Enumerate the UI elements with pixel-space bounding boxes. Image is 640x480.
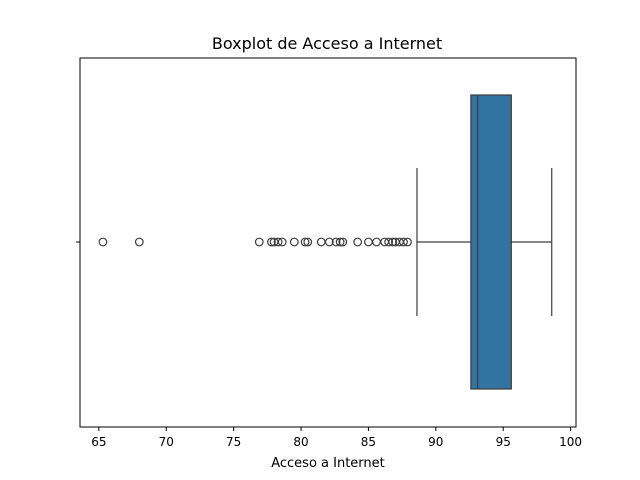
outlier-point xyxy=(372,237,381,247)
outlier-point xyxy=(134,237,144,247)
x-tick-label: 70 xyxy=(159,435,174,449)
x-axis: 65 70 75 80 85 90 95 100 xyxy=(91,427,582,449)
outlier-point xyxy=(388,237,398,247)
x-tick-label: 95 xyxy=(496,435,511,449)
chart-title: Boxplot de Acceso a Internet xyxy=(212,34,442,53)
chart-marks xyxy=(98,94,553,390)
x-tick-label: 65 xyxy=(91,435,106,449)
outlier-point xyxy=(316,237,326,247)
x-axis-label: Acceso a Internet xyxy=(271,456,385,471)
outlier-point xyxy=(266,237,276,247)
outlier-point xyxy=(335,237,345,247)
x-tick-label: 85 xyxy=(361,435,376,449)
outlier-point xyxy=(324,237,334,247)
outlier-point xyxy=(331,237,341,247)
outlier-point xyxy=(303,237,313,247)
outlier-point xyxy=(277,237,287,247)
outlier-point xyxy=(364,237,373,247)
x-tick-label: 90 xyxy=(428,435,443,449)
outlier-point xyxy=(98,237,108,247)
x-tick-label: 80 xyxy=(293,435,308,449)
outlier-point xyxy=(353,237,363,247)
iqr-box xyxy=(470,94,512,390)
outlier-point xyxy=(338,237,348,247)
outlier-point xyxy=(254,237,264,247)
outlier-point xyxy=(403,237,412,247)
outlier-point xyxy=(399,237,408,247)
x-tick-label: 75 xyxy=(226,435,241,449)
outlier-point xyxy=(273,237,283,247)
outlier-point xyxy=(384,237,394,247)
outlier-point xyxy=(300,237,310,247)
x-tick-label: 100 xyxy=(559,435,582,449)
outlier-point xyxy=(289,237,299,247)
